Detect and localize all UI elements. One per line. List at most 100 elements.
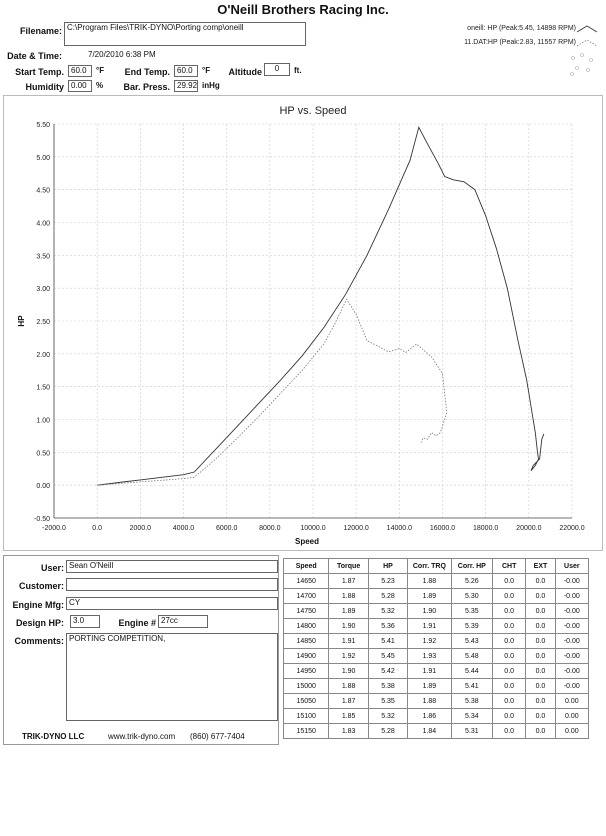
table-cell: 1.91 xyxy=(407,618,452,634)
table-cell: 1.89 xyxy=(328,603,369,619)
filename-field[interactable]: C:\Program Files\TRIK-DYNO\Porting comp\… xyxy=(64,22,306,46)
table-cell: -0.00 xyxy=(554,573,590,589)
y-tick-label: 4.00 xyxy=(36,221,50,228)
table-cell: 14850 xyxy=(282,633,330,649)
table-cell: 0.00 xyxy=(554,693,590,709)
engine-mfg-label: Engine Mfg: xyxy=(12,600,65,610)
table-cell: 15100 xyxy=(282,708,330,724)
y-axis-label: HP xyxy=(17,315,26,327)
x-tick-label: 18000.0 xyxy=(473,525,498,532)
table-cell: 5.32 xyxy=(367,708,409,724)
table-row: 14950 1.90 5.42 1.91 5.44 0.0 0.0 -0.00 xyxy=(282,663,590,679)
end-temp-unit: °F xyxy=(202,66,211,75)
y-tick-label: 3.00 xyxy=(36,286,50,293)
table-cell: 1.90 xyxy=(328,663,369,679)
y-tick-label: -0.50 xyxy=(34,516,50,523)
table-cell: 14700 xyxy=(282,588,330,604)
table-cell: 14800 xyxy=(282,618,330,634)
y-tick-label: 1.00 xyxy=(36,418,50,425)
x-tick-label: 20000.0 xyxy=(516,525,541,532)
comments-label: Comments: xyxy=(14,636,64,646)
table-cell: 5.39 xyxy=(450,618,494,634)
table-row: 14800 1.90 5.36 1.91 5.39 0.0 0.0 -0.00 xyxy=(282,618,590,634)
datetime-value: 7/20/2010 6:38 PM xyxy=(88,50,156,59)
col-torque: Torque xyxy=(328,558,369,574)
table-row: 15150 1.83 5.28 1.84 5.31 0.0 0.0 0.00 xyxy=(282,723,590,739)
table-cell: 5.41 xyxy=(367,633,409,649)
chart-title: HP vs. Speed xyxy=(279,105,346,117)
baro-field[interactable]: 29.92 xyxy=(174,80,198,92)
info-panel xyxy=(3,555,279,745)
table-cell: 5.35 xyxy=(367,693,409,709)
x-tick-label: -2000.0 xyxy=(42,525,66,532)
humidity-unit: % xyxy=(96,81,104,90)
table-cell: 5.23 xyxy=(367,573,409,589)
altitude-field[interactable]: 0 xyxy=(264,63,290,76)
y-tick-label: 3.50 xyxy=(36,253,50,260)
humidity-label: Humidity xyxy=(25,82,64,92)
legend-item-11dat: 11.DAT:HP (Peak:2.83, 11557 RPM) xyxy=(464,39,576,46)
hp-vs-speed-chart: HP vs. Speed 5.50 5.00 4.50 4.00 3.50 3.00 2.50… xyxy=(17,105,585,546)
design-hp-label: Design HP: xyxy=(15,618,64,628)
humidity-field[interactable]: 0.00 xyxy=(68,80,92,92)
table-row: 14900 1.92 5.45 1.93 5.48 0.0 0.0 -0.00 xyxy=(282,648,590,664)
table-row: 14650 1.87 5.23 1.88 5.26 0.0 0.0 -0.00 xyxy=(282,573,590,589)
table-cell: 1.88 xyxy=(328,588,369,604)
table-header-row: Speed Torque HP Corr. TRQ Corr. HP CHT E… xyxy=(282,558,590,574)
user-label: User: xyxy=(40,563,64,573)
table-cell: 1.93 xyxy=(407,648,452,664)
table-cell: 1.90 xyxy=(407,603,452,619)
start-temp-unit: °F xyxy=(96,66,105,75)
customer-field[interactable] xyxy=(66,578,278,591)
footer-website[interactable]: www.trik-dyno.com xyxy=(108,732,176,741)
end-temp-field[interactable]: 60.0 xyxy=(174,65,198,77)
series-line-oneill xyxy=(97,126,545,486)
x-tick-label: 4000.0 xyxy=(173,525,195,532)
table-cell: 0.0 xyxy=(492,603,527,619)
table-cell: 0.0 xyxy=(525,633,556,649)
legend-dotted-swatch-icon xyxy=(576,39,598,47)
col-ext: EXT xyxy=(525,558,556,574)
table-cell: 0.0 xyxy=(525,648,556,664)
table-cell: 1.87 xyxy=(328,573,369,589)
table-cell: -0.00 xyxy=(554,588,590,604)
table-body: 14650 1.87 5.23 1.88 5.26 0.0 0.0 -0.00 14700 1.8… xyxy=(282,573,590,739)
chart-frame xyxy=(3,95,603,551)
y-tick-label: 2.50 xyxy=(36,319,50,326)
x-tick-label: 16000.0 xyxy=(430,525,455,532)
legend-item-oneill: oneill: HP (Peak:5.45, 14898 RPM) xyxy=(467,25,576,32)
table-cell: 0.0 xyxy=(525,663,556,679)
data-table: Speed Torque HP Corr. TRQ Corr. HP CHT E… xyxy=(282,558,590,739)
table-cell: 14950 xyxy=(282,663,330,679)
y-tick-label: 5.00 xyxy=(36,155,50,162)
start-temp-label: Start Temp. xyxy=(15,67,64,77)
table-cell: 1.91 xyxy=(328,633,369,649)
table-cell: 15000 xyxy=(282,678,330,694)
table-cell: -0.00 xyxy=(554,678,590,694)
comments-field[interactable]: PORTING COMPETITION, xyxy=(66,633,278,721)
table-cell: 0.0 xyxy=(492,633,527,649)
table-cell: 5.42 xyxy=(367,663,409,679)
table-cell: 5.43 xyxy=(450,633,494,649)
table-cell: 5.36 xyxy=(367,618,409,634)
y-tick-label: 2.00 xyxy=(36,352,50,359)
altitude-unit: ft. xyxy=(294,66,302,75)
start-temp-field[interactable]: 60.0 xyxy=(68,65,92,77)
table-cell: 1.88 xyxy=(407,693,452,709)
table-cell: 0.0 xyxy=(492,678,527,694)
table-cell: 0.0 xyxy=(492,648,527,664)
x-tick-label: 22000.0 xyxy=(559,525,584,532)
table-cell: 0.0 xyxy=(525,708,556,724)
customer-label: Customer: xyxy=(18,581,64,591)
table-cell: 5.26 xyxy=(450,573,494,589)
table-cell: 0.0 xyxy=(492,723,527,739)
x-tick-label: 14000.0 xyxy=(387,525,412,532)
design-hp-field[interactable]: 3.0 xyxy=(70,615,100,628)
user-field[interactable]: Sean O'Neill xyxy=(66,560,278,573)
end-temp-label: End Temp. xyxy=(124,67,170,77)
engine-num-field[interactable]: 27cc xyxy=(158,615,208,628)
y-tick-label: 4.50 xyxy=(36,188,50,195)
engine-mfg-field[interactable]: CY xyxy=(66,597,278,610)
footer-phone: (860) 677-7404 xyxy=(190,732,245,741)
table-cell: 1.85 xyxy=(328,708,369,724)
